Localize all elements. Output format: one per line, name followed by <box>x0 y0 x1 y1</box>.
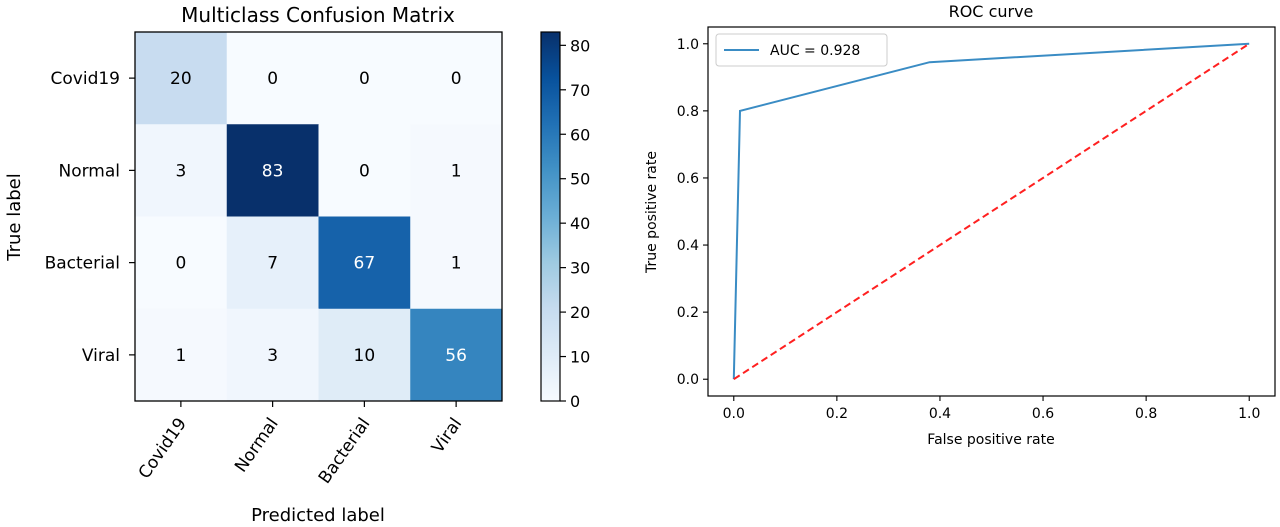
cm-cell-value: 0 <box>359 69 370 89</box>
colorbar-tick-label: 80 <box>570 36 590 55</box>
cm-x-tick-label: Covid19 <box>135 414 191 482</box>
cm-cell-value: 3 <box>175 161 186 181</box>
roc-y-tick-label: 0.0 <box>677 372 699 388</box>
roc-legend-label: AUC = 0.928 <box>770 43 860 59</box>
roc-y-tick-label: 0.6 <box>677 171 699 187</box>
cm-cell-value: 20 <box>170 69 192 89</box>
cm-y-tick-label: Covid19 <box>51 69 120 89</box>
roc-x-tick-label: 1.0 <box>1238 406 1260 422</box>
roc-curve-chart: ROC curve 0.0 0.2 0.4 0.6 0.8 1.0 0.00.20.40.… <box>644 2 1276 448</box>
cm-cell <box>318 124 411 217</box>
cm-cell <box>410 32 503 125</box>
cm-x-axis-label: Predicted label <box>251 505 385 526</box>
cm-cell-value: 56 <box>445 346 467 366</box>
colorbar-tick-label: 60 <box>570 125 590 144</box>
cm-cell-value: 1 <box>175 346 186 366</box>
colorbar-tick-label: 0 <box>570 392 580 411</box>
roc-lines <box>732 42 1250 381</box>
colorbar-tick-label: 70 <box>570 81 590 100</box>
cm-y-tick-label: Normal <box>58 161 120 181</box>
cm-cell <box>226 216 319 310</box>
cm-cell <box>135 32 228 125</box>
cm-y-tick-label: Bacterial <box>45 254 120 274</box>
cm-cell-value: 7 <box>267 254 278 274</box>
cm-cell-value: 0 <box>451 69 462 89</box>
cm-cell-value: 10 <box>354 346 376 366</box>
cm-cell <box>410 308 503 402</box>
cm-frame <box>134 31 503 402</box>
cm-cell <box>318 216 411 310</box>
roc-legend: AUC = 0.928 <box>715 33 888 67</box>
cm-cell <box>135 216 228 310</box>
cm-y-axis-label: True label <box>4 173 25 262</box>
roc-y-axis-label: True positive rate <box>644 151 660 274</box>
colorbar-gradient <box>540 31 561 402</box>
roc-x-tick-label: 0.6 <box>1032 406 1054 422</box>
colorbar-ticks: 0 10 20 30 40 50 60 70 80 <box>560 36 590 411</box>
roc-x-tick-label: 0.2 <box>826 406 848 422</box>
roc-x-tick-label: 0.8 <box>1135 406 1157 422</box>
cm-cell-value: 83 <box>262 161 284 181</box>
roc-x-tick-label: 0.0 <box>723 406 745 422</box>
colorbar-tick-label: 30 <box>570 259 590 278</box>
cm-cell <box>410 216 503 310</box>
roc-y-ticks: 0.0 0.2 0.4 0.6 0.8 1.0 <box>677 37 708 388</box>
cm-title: Multiclass Confusion Matrix <box>181 3 455 27</box>
cm-cell <box>226 308 319 402</box>
colorbar-tick-label: 10 <box>570 348 590 367</box>
cm-x-tick-label: Bacterial <box>315 414 375 487</box>
cm-x-ticks: Covid19 Normal Bacterial Viral <box>135 401 466 488</box>
cm-cell-value: 0 <box>359 161 370 181</box>
roc-x-tick-label: 0.4 <box>929 406 951 422</box>
roc-title: ROC curve <box>949 2 1034 21</box>
roc-y-tick-label: 0.8 <box>677 104 699 120</box>
cm-cell <box>135 308 228 402</box>
roc-y-tick-label: 0.4 <box>677 238 699 254</box>
roc-y-tick-label: 1.0 <box>677 37 699 53</box>
cm-cell-value: 3 <box>267 346 278 366</box>
roc-curve-line <box>732 42 1250 380</box>
cm-cell-value: 0 <box>267 69 278 89</box>
roc-y-tick-label: 0.2 <box>677 305 699 321</box>
cm-cell <box>318 308 411 402</box>
cm-cell <box>135 124 228 217</box>
roc-chance-line <box>733 42 1250 381</box>
colorbar-tick-label: 50 <box>570 170 590 189</box>
cm-cells: 20 0 0 03 83 0 10 7 67 11 3 10 56 <box>135 32 503 402</box>
cm-cell-value: 0 <box>175 254 186 274</box>
cm-cell <box>226 124 319 217</box>
cm-cell-value: 67 <box>354 254 376 274</box>
cm-cell-value: 1 <box>451 161 462 181</box>
cm-cell <box>226 32 319 125</box>
cm-x-tick-label: Normal <box>231 414 283 476</box>
cm-x-tick-label: Viral <box>428 414 466 457</box>
cm-cell-value: 1 <box>451 254 462 274</box>
roc-x-axis-label: False positive rate <box>927 432 1054 448</box>
cm-cell <box>318 32 411 125</box>
cm-y-tick-label: Viral <box>82 346 120 366</box>
cm-cell <box>410 124 503 217</box>
colorbar-tick-label: 20 <box>570 303 590 322</box>
roc-legend-box <box>715 33 888 67</box>
cm-y-ticks: Covid19 Normal Bacterial Viral <box>45 69 135 366</box>
colorbar-tick-label: 40 <box>570 214 590 233</box>
confusion-matrix-chart: Multiclass Confusion Matrix 20 0 0 03 83 0 10 7… <box>4 3 503 526</box>
roc-x-ticks: 0.0 0.2 0.4 0.6 0.8 1.0 <box>723 396 1260 422</box>
colorbar: 0 10 20 30 40 50 60 70 80 <box>540 31 590 411</box>
